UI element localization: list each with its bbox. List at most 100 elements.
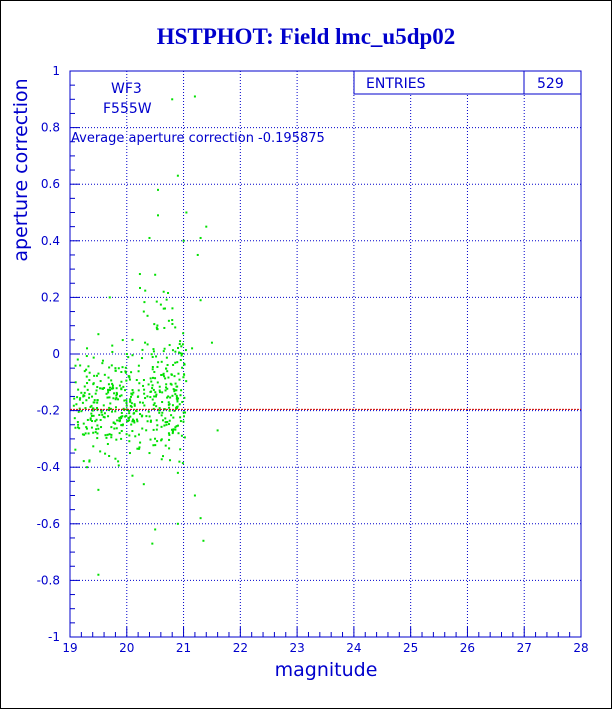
data-point <box>162 290 165 293</box>
stats-label: ENTRIES <box>366 76 426 92</box>
data-point <box>108 433 111 436</box>
data-point <box>87 365 90 368</box>
data-point <box>103 373 106 376</box>
data-point <box>111 344 114 347</box>
data-point <box>139 441 142 444</box>
data-point <box>160 458 163 461</box>
data-point <box>99 418 102 421</box>
data-point <box>101 387 104 390</box>
data-point <box>97 573 100 576</box>
data-point <box>177 432 180 435</box>
data-point <box>86 347 89 350</box>
data-point <box>132 391 135 394</box>
data-point <box>169 382 172 385</box>
data-point <box>184 411 187 414</box>
data-point <box>110 426 113 429</box>
data-point <box>143 392 146 395</box>
data-point <box>169 459 172 462</box>
data-point <box>135 410 138 413</box>
data-point <box>86 418 89 421</box>
data-point <box>114 406 117 409</box>
data-point <box>90 412 93 415</box>
data-point <box>140 415 143 418</box>
data-point <box>124 389 127 392</box>
data-point <box>181 366 184 369</box>
data-point <box>172 416 175 419</box>
data-point <box>168 438 171 441</box>
data-point <box>84 407 87 410</box>
data-point <box>91 420 94 423</box>
data-point <box>130 395 133 398</box>
data-point <box>87 432 90 435</box>
data-point <box>142 384 145 387</box>
data-point <box>165 423 168 426</box>
data-point <box>139 413 142 416</box>
data-point <box>172 428 175 431</box>
data-point <box>120 437 123 440</box>
data-point <box>176 398 179 401</box>
data-point <box>130 423 133 426</box>
data-point <box>183 362 186 365</box>
y-tick-label: -0.6 <box>37 517 60 531</box>
grid <box>70 71 581 637</box>
data-point <box>155 393 158 396</box>
data-point <box>121 366 124 369</box>
data-point <box>167 401 170 404</box>
data-point <box>167 403 170 406</box>
data-point <box>151 384 154 387</box>
data-point <box>77 410 80 413</box>
data-point <box>156 440 159 443</box>
data-point <box>99 450 102 453</box>
data-point <box>142 483 145 486</box>
data-point <box>77 423 80 426</box>
data-point <box>179 420 182 423</box>
data-point <box>160 360 163 363</box>
data-point <box>174 426 177 429</box>
data-point <box>95 418 98 421</box>
data-point <box>96 386 99 389</box>
data-point <box>119 395 122 398</box>
data-point <box>165 356 168 359</box>
data-point <box>152 350 155 353</box>
data-point <box>120 394 123 397</box>
data-point <box>94 392 97 395</box>
data-point <box>146 420 149 423</box>
data-point <box>136 420 139 423</box>
data-point <box>178 343 181 346</box>
data-point <box>179 448 182 451</box>
data-point <box>73 417 76 420</box>
data-point <box>103 412 106 415</box>
data-point <box>110 433 113 436</box>
data-point <box>163 326 166 329</box>
data-point <box>175 394 178 397</box>
data-point <box>102 404 105 407</box>
data-point <box>176 361 179 364</box>
data-point <box>102 415 105 418</box>
data-point <box>115 427 118 430</box>
y-tick-label: -0.4 <box>37 460 60 474</box>
data-point <box>147 410 150 413</box>
x-tick-label: 24 <box>346 641 361 655</box>
data-point <box>178 403 181 406</box>
data-point <box>105 436 108 439</box>
data-point <box>111 350 114 353</box>
data-point <box>79 364 82 367</box>
data-point <box>93 401 96 404</box>
data-point <box>81 401 84 404</box>
data-point <box>161 401 164 404</box>
data-point <box>179 359 182 362</box>
data-point <box>157 361 160 364</box>
data-point <box>128 376 131 379</box>
data-point <box>184 349 187 352</box>
data-point <box>170 373 173 376</box>
data-point <box>89 405 92 408</box>
data-point <box>181 352 184 355</box>
data-point <box>152 444 155 447</box>
data-point <box>117 460 120 463</box>
data-point <box>143 301 146 304</box>
data-point <box>120 417 123 420</box>
data-point <box>100 411 103 414</box>
data-point <box>166 387 169 390</box>
data-point <box>179 416 182 419</box>
